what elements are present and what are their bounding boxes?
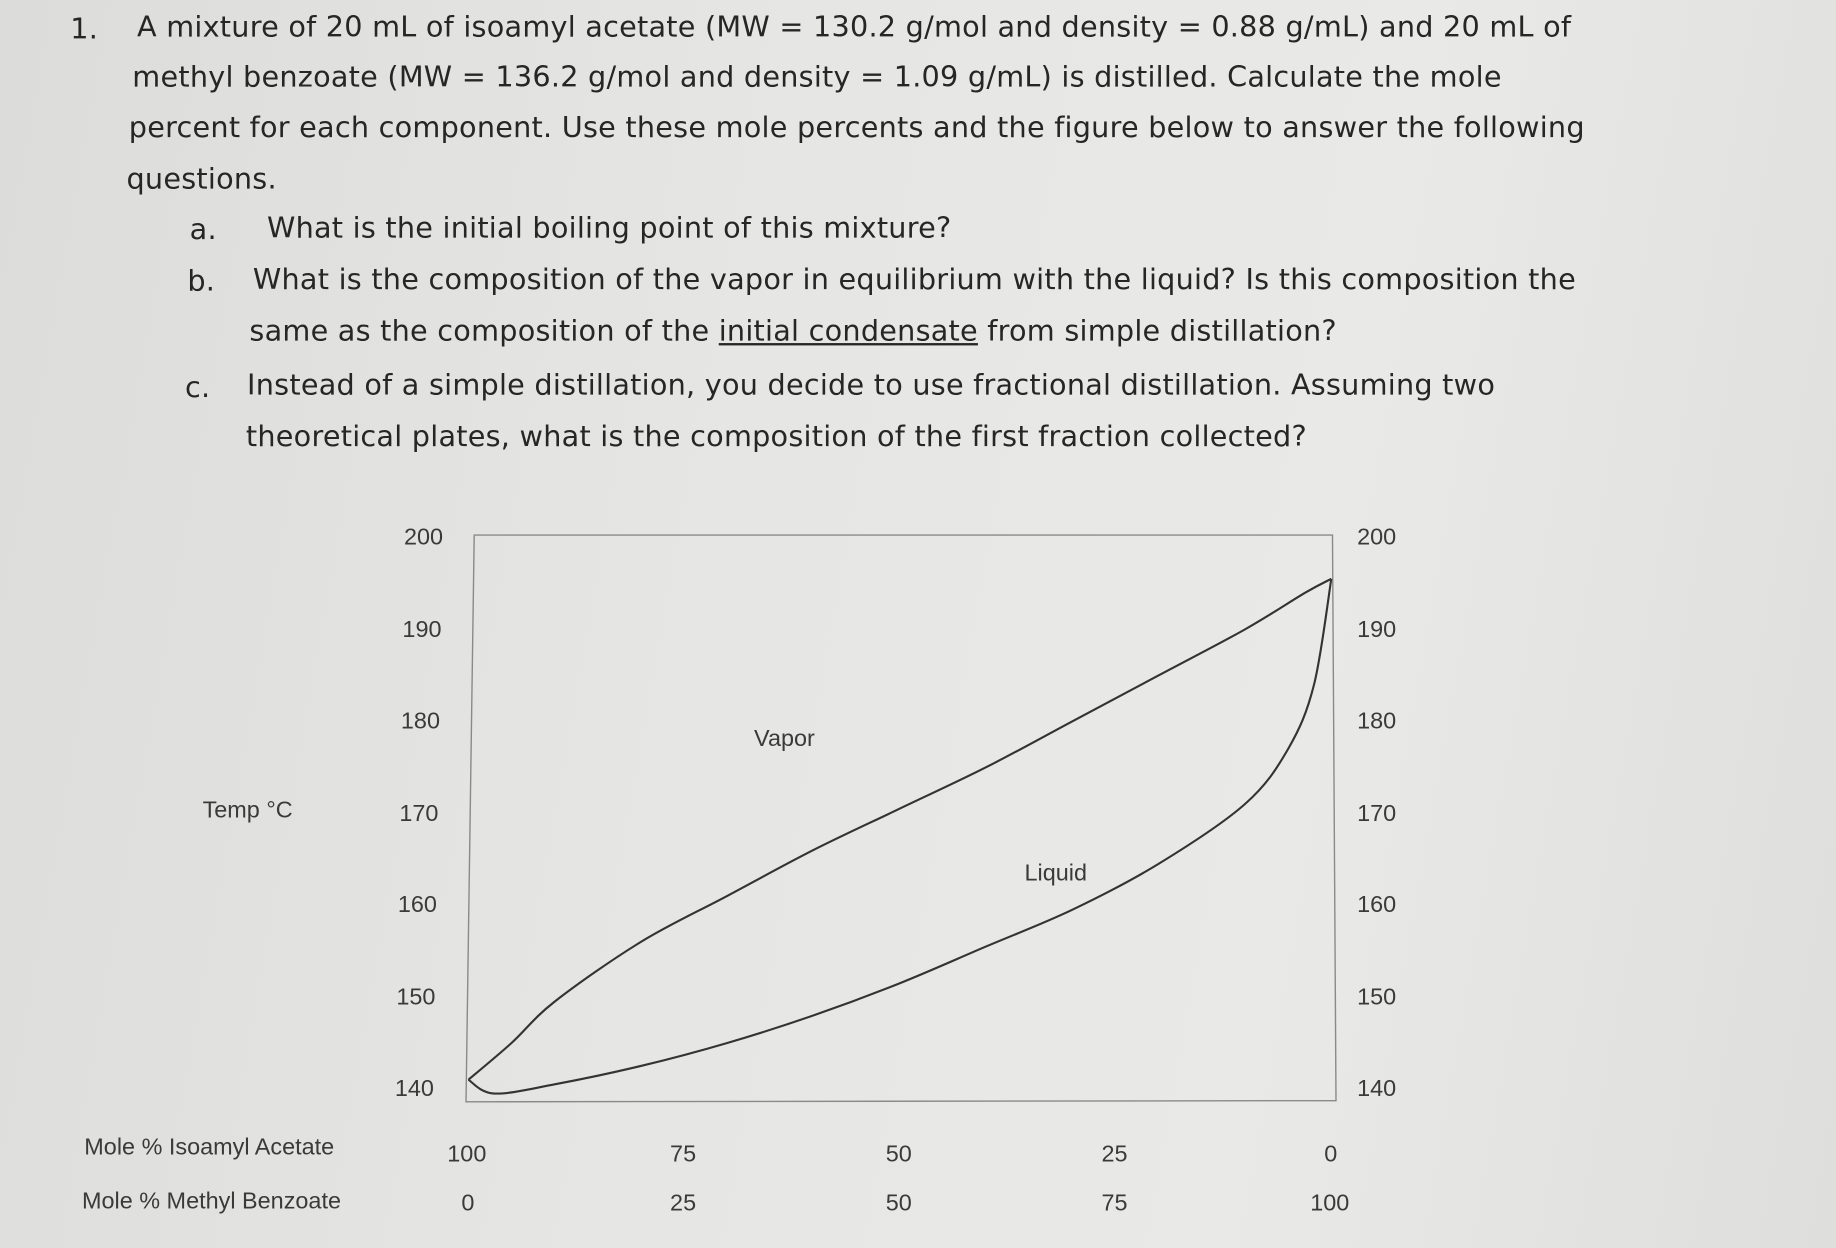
x-tick-label-benzoate: 50 — [885, 1190, 912, 1217]
question-line: methyl benzoate (MW = 136.2 g/mol and de… — [132, 59, 1502, 94]
part-b-label: b. — [187, 263, 216, 298]
part-b-text: What is the composition of the vapor in … — [252, 262, 1576, 297]
x-tick-label-isoamyl: 75 — [670, 1141, 697, 1168]
x-tick-label-benzoate: 75 — [1101, 1190, 1128, 1217]
y-tick-label-right: 160 — [1357, 892, 1397, 918]
x-axis-label-isoamyl: Mole % Isoamyl Acetate — [84, 1134, 335, 1161]
vapor-label: Vapor — [754, 725, 815, 752]
x-tick-label-benzoate: 0 — [461, 1190, 475, 1217]
x-axis-label-benzoate: Mole % Methyl Benzoate — [81, 1188, 342, 1215]
question-line: questions. — [126, 161, 277, 196]
liquid-label: Liquid — [1024, 860, 1088, 887]
x-tick-label-isoamyl: 100 — [447, 1141, 487, 1168]
x-tick-label-isoamyl: 50 — [885, 1141, 912, 1168]
y-tick-label-right: 200 — [1357, 524, 1397, 551]
y-tick-label-right: 180 — [1357, 708, 1397, 735]
part-b-pre: same as the composition of the — [249, 313, 719, 348]
y-axis-label: Temp °C — [202, 797, 293, 824]
part-c-label: c. — [185, 370, 211, 404]
y-tick-label-left: 150 — [396, 984, 436, 1010]
y-tick-label-right: 170 — [1357, 800, 1397, 827]
y-tick-label-left: 180 — [400, 708, 440, 735]
x-tick-label-benzoate: 25 — [670, 1190, 697, 1217]
question-line: A mixture of 20 mL of isoamyl acetate (M… — [136, 9, 1572, 44]
part-c-text: theoretical plates, what is the composit… — [245, 419, 1307, 454]
part-a-text: What is the initial boiling point of thi… — [266, 210, 952, 245]
part-b-text-2: same as the composition of the initial c… — [249, 314, 1336, 348]
y-tick-label-right: 190 — [1357, 616, 1397, 643]
vapor-curve — [467, 577, 1332, 1081]
liquid-curve — [467, 578, 1333, 1095]
x-tick-label-benzoate: 100 — [1310, 1190, 1350, 1217]
underlined-term: initial condensate — [718, 313, 978, 348]
x-tick-label-isoamyl: 0 — [1324, 1141, 1338, 1168]
x-tick-label-isoamyl: 25 — [1101, 1141, 1128, 1168]
y-tick-label-right: 140 — [1357, 1076, 1397, 1102]
question-number: 1. — [70, 11, 99, 46]
part-a-label: a. — [189, 211, 217, 246]
y-tick-label-right: 150 — [1357, 984, 1397, 1010]
question-line: percent for each component. Use these mo… — [128, 110, 1585, 145]
y-tick-label-left: 200 — [403, 524, 444, 551]
y-tick-label-left: 160 — [397, 892, 437, 918]
plot-frame — [465, 534, 1337, 1103]
part-b-post: from simple distillation? — [977, 313, 1337, 348]
part-c-text: Instead of a simple distillation, you de… — [247, 367, 1496, 402]
y-tick-label-left: 190 — [402, 616, 442, 643]
y-tick-label-left: 170 — [399, 800, 439, 827]
y-tick-label-left: 140 — [394, 1076, 434, 1102]
